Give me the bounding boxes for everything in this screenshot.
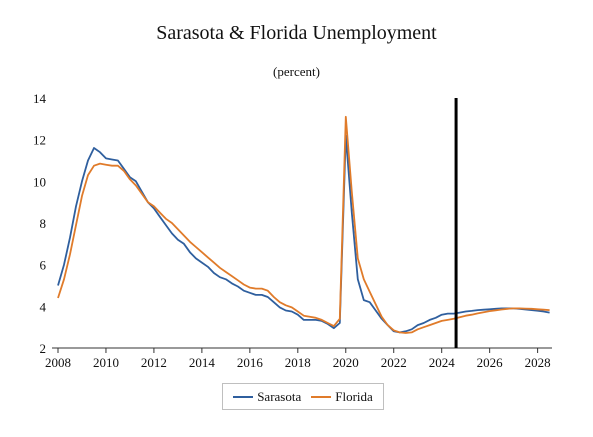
series-line-florida [57, 115, 550, 334]
chart-legend: Sarasota Florida [222, 383, 384, 410]
chart-title: Sarasota & Florida Unemployment [156, 22, 437, 44]
series-line-sarasota [57, 134, 550, 334]
x-tick-label-2012: 2012 [141, 355, 167, 370]
x-tick-label-2018: 2018 [285, 355, 311, 370]
legend-swatch-florida [311, 395, 332, 398]
y-tick-label-2: 2 [40, 341, 47, 356]
y-tick-label-12: 12 [33, 133, 46, 148]
y-tick-label-14: 14 [33, 91, 47, 106]
x-tick-label-2026: 2026 [477, 355, 504, 370]
legend-item-sarasota: Sarasota [233, 389, 301, 405]
legend-label-sarasota: Sarasota [257, 388, 302, 404]
x-tick-label-2022: 2022 [381, 355, 407, 370]
legend-label-florida: Florida [335, 388, 373, 404]
y-tick-label-8: 8 [40, 216, 47, 231]
y-tick-label-6: 6 [40, 258, 47, 273]
x-tick-label-2010: 2010 [93, 355, 119, 370]
chart-subtitle: (percent) [273, 64, 320, 79]
y-tick-label-4: 4 [40, 299, 47, 314]
x-tick-label-2028: 2028 [525, 355, 551, 370]
x-tick-label-2016: 2016 [237, 355, 264, 370]
y-tick-label-10: 10 [33, 174, 46, 189]
x-tick-label-2014: 2014 [189, 355, 216, 370]
x-tick-label-2024: 2024 [429, 355, 456, 370]
x-tick-label-2008: 2008 [45, 355, 71, 370]
legend-swatch-sarasota [233, 395, 254, 398]
legend-item-florida: Florida [311, 389, 373, 405]
x-tick-label-2020: 2020 [333, 355, 359, 370]
